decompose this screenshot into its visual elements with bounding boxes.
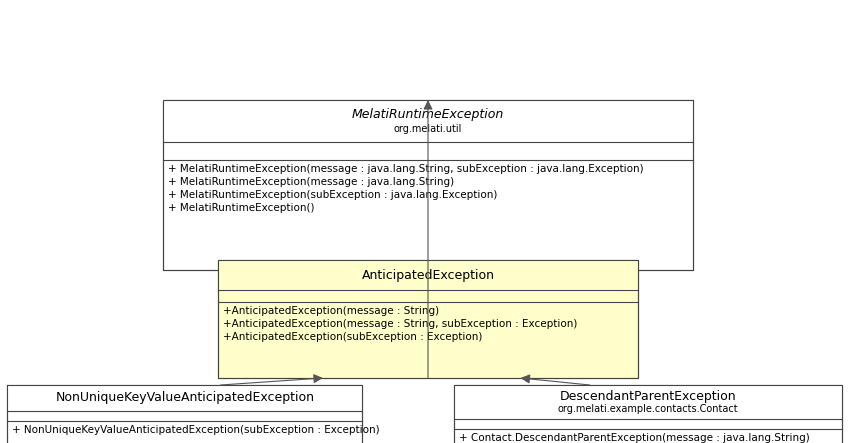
Bar <box>163 100 693 142</box>
Text: + Contact.DescendantParentException(message : java.lang.String): + Contact.DescendantParentException(mess… <box>459 433 810 443</box>
Bar <box>218 260 638 290</box>
Text: + MelatiRuntimeException(subException : java.lang.Exception): + MelatiRuntimeException(subException : … <box>168 190 497 200</box>
Bar <box>8 385 362 443</box>
Bar <box>218 260 638 378</box>
Text: org.melati.example.contacts.Contact: org.melati.example.contacts.Contact <box>558 404 739 414</box>
Bar <box>163 100 693 270</box>
Text: AnticipatedException: AnticipatedException <box>361 268 495 281</box>
Text: MelatiRuntimeException: MelatiRuntimeException <box>352 108 504 121</box>
Bar <box>163 100 693 270</box>
Bar <box>454 385 842 419</box>
Text: +AnticipatedException(subException : Exception): +AnticipatedException(subException : Exc… <box>223 332 483 342</box>
Text: + NonUniqueKeyValueAnticipatedException(subException : Exception): + NonUniqueKeyValueAnticipatedException(… <box>13 425 380 435</box>
Text: + MelatiRuntimeException(message : java.lang.String, subException : java.lang.Ex: + MelatiRuntimeException(message : java.… <box>168 164 644 174</box>
Text: NonUniqueKeyValueAnticipatedException: NonUniqueKeyValueAnticipatedException <box>56 392 314 404</box>
Bar <box>8 385 362 443</box>
Text: +AnticipatedException(message : String): +AnticipatedException(message : String) <box>223 306 439 316</box>
Text: +AnticipatedException(message : String, subException : Exception): +AnticipatedException(message : String, … <box>223 319 578 329</box>
Text: + MelatiRuntimeException(): + MelatiRuntimeException() <box>168 203 314 213</box>
Text: org.melati.util: org.melati.util <box>394 124 462 134</box>
Bar <box>454 385 842 443</box>
Bar <box>8 385 362 411</box>
Text: DescendantParentException: DescendantParentException <box>560 390 736 404</box>
Bar <box>218 260 638 378</box>
Bar <box>454 385 842 443</box>
Text: + MelatiRuntimeException(message : java.lang.String): + MelatiRuntimeException(message : java.… <box>168 177 455 187</box>
